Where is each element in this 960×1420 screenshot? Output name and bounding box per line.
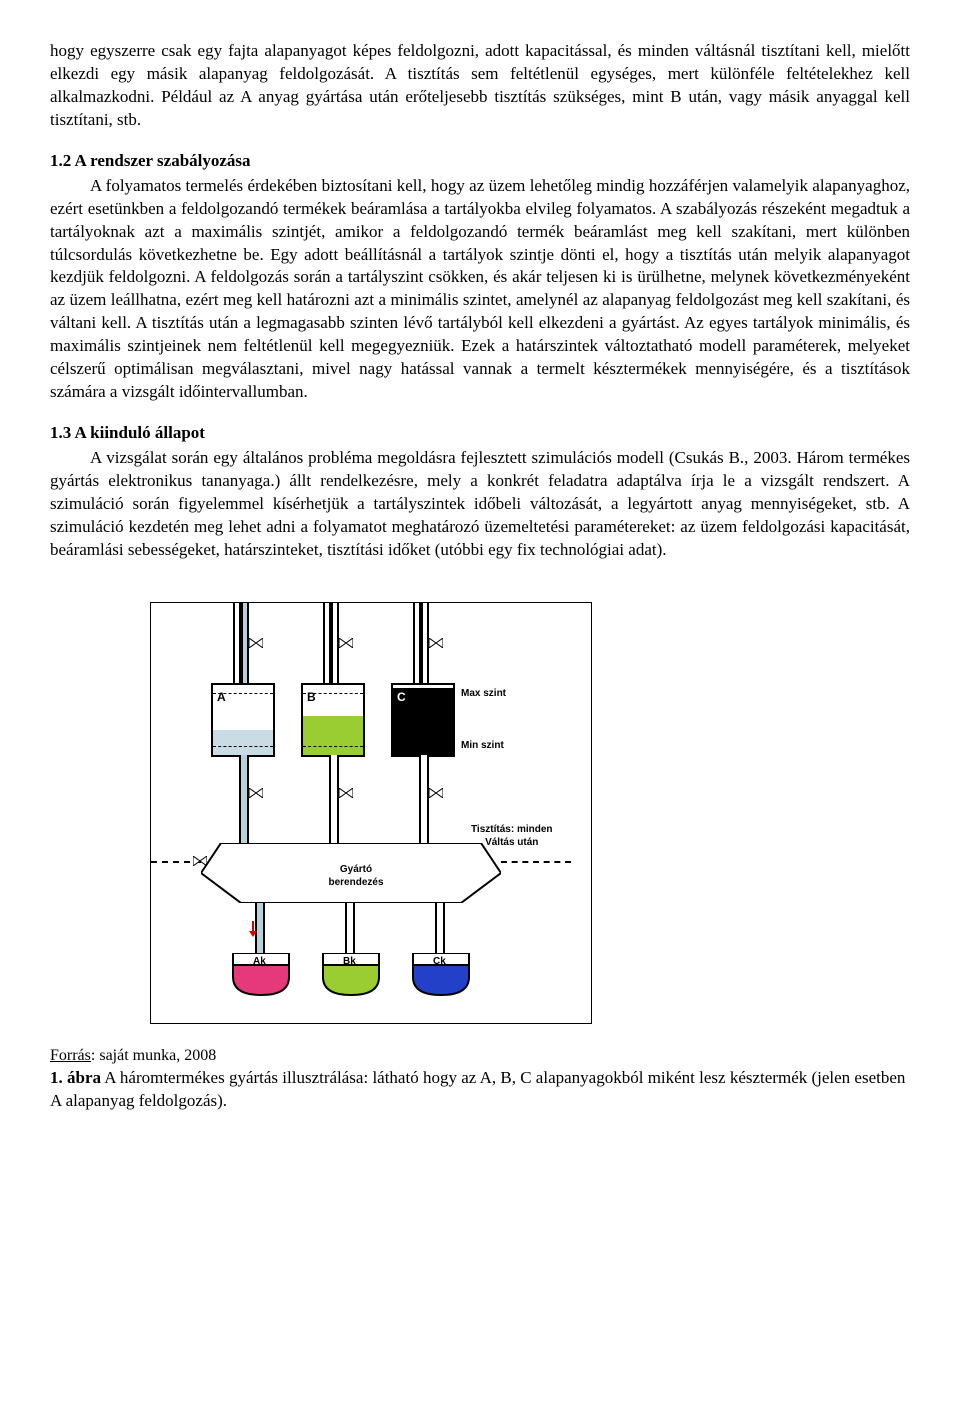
pipe-down-c	[419, 755, 429, 843]
max-level-label: Max szint	[461, 687, 506, 701]
pipe-down-a	[239, 755, 249, 843]
flow-arrow-icon	[247, 921, 259, 937]
pipe-down-b	[329, 755, 339, 843]
paragraph-3: A vizsgálat során egy általános probléma…	[50, 447, 910, 562]
tank-a-label: A	[217, 689, 226, 705]
pipe-in-b-outer	[323, 603, 333, 683]
tank-b-fill	[303, 716, 363, 755]
out-vessel-b: Bk	[321, 953, 375, 993]
paragraph-1: hogy egyszerre csak egy fajta alapanyago…	[50, 40, 910, 132]
valve-down-b	[339, 788, 353, 798]
diagram-box: A B C Max szint Min szint Tisztítás: min…	[150, 602, 592, 1024]
pipe-out-c	[435, 903, 445, 953]
tank-a-min-line	[213, 746, 273, 747]
source-underlined: Forrás	[50, 1047, 91, 1064]
out-vessel-c: Ck	[411, 953, 465, 993]
figure-caption: 1. ábra A háromtermékes gyártás illusztr…	[50, 1067, 910, 1113]
figure-source: Forrás: saját munka, 2008	[50, 1044, 910, 1067]
dash-right	[501, 861, 571, 863]
min-level-label: Min szint	[461, 739, 504, 753]
valve-down-c	[429, 788, 443, 798]
tank-b-label: B	[307, 689, 316, 705]
tank-a-fill	[213, 730, 273, 755]
pipe-in-c-outer	[413, 603, 423, 683]
fig-number: 1. ábra	[50, 1068, 101, 1087]
source-rest: saját munka, 2008	[99, 1047, 216, 1064]
out-vessel-a: Ak	[231, 953, 285, 993]
machine-label: Gyártó berendezés	[316, 863, 396, 890]
heading-1-2: 1.2 A rendszer szabályozása	[50, 150, 910, 173]
valve-in-b	[339, 638, 353, 648]
paragraph-2: A folyamatos termelés érdekében biztosít…	[50, 175, 910, 404]
pipe-out-b	[345, 903, 355, 953]
fig-caption-text: A háromtermékes gyártás illusztrálása: l…	[50, 1068, 905, 1110]
out-b-label: Bk	[343, 955, 356, 969]
tank-b: B	[301, 683, 365, 757]
tank-c-min-line	[393, 746, 453, 747]
tank-c: C	[391, 683, 455, 757]
tank-b-min-line	[303, 746, 363, 747]
out-a-label: Ak	[253, 955, 266, 969]
valve-in-a	[249, 638, 263, 648]
pipe-in-a-outer	[233, 603, 243, 683]
out-c-label: Ck	[433, 955, 446, 969]
valve-down-a	[249, 788, 263, 798]
tank-c-label: C	[397, 689, 406, 705]
heading-1-3: 1.3 A kiinduló állapot	[50, 422, 910, 445]
figure-1: A B C Max szint Min szint Tisztítás: min…	[50, 602, 910, 1113]
valve-in-c	[429, 638, 443, 648]
tank-a: A	[211, 683, 275, 757]
